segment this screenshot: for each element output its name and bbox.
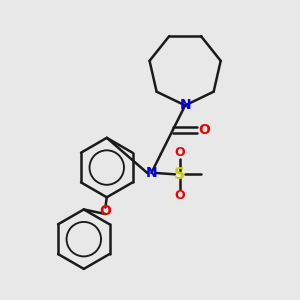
Text: O: O (100, 204, 111, 218)
Text: N: N (146, 166, 157, 180)
Text: N: N (179, 98, 191, 112)
Text: O: O (174, 146, 185, 159)
Text: O: O (198, 123, 210, 137)
Text: O: O (174, 189, 185, 203)
Text: S: S (174, 167, 185, 182)
